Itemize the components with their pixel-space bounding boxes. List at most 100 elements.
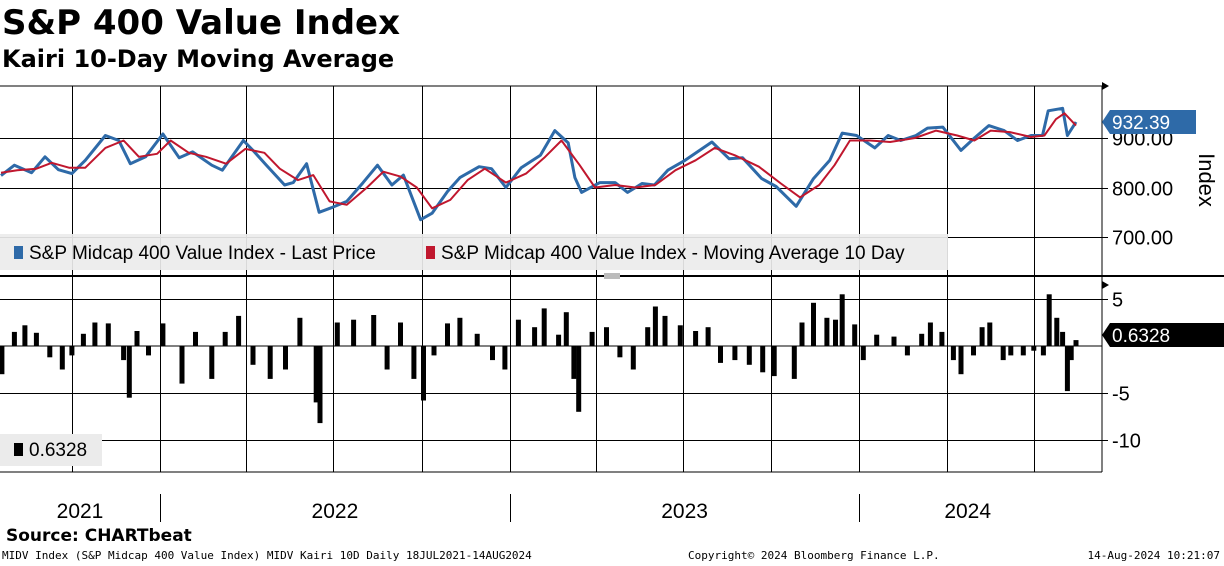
- kairi-bar: [811, 302, 816, 346]
- kairi-bar: [662, 315, 668, 346]
- kairi-bar: [860, 346, 866, 361]
- kairi-bar: [705, 327, 711, 346]
- kairi-bar: [69, 346, 75, 356]
- kairi-bar: [771, 346, 777, 377]
- chart-subtitle: Kairi 10-Day Moving Average: [2, 45, 395, 73]
- x-axis-year-label: 2023: [661, 500, 708, 523]
- kairi-last-value-label: 0.6328: [1102, 323, 1224, 348]
- kairi-bar: [92, 322, 98, 346]
- panel-divider-handle[interactable]: [604, 273, 620, 279]
- vertical-gridlines: [72, 86, 1035, 472]
- footer-copyright: Copyright© 2024 Bloomberg Finance L.P.: [688, 549, 940, 562]
- kairi-bar: [532, 327, 538, 346]
- kairi-bar: [571, 346, 577, 379]
- price-legend: S&P Midcap 400 Value Index - Last Price …: [0, 234, 948, 270]
- x-axis-year-labels: 2021 2022 2023 2024: [57, 494, 991, 523]
- kairi-bar: [490, 346, 495, 361]
- kairi-bar: [445, 323, 450, 346]
- kairi-bar: [677, 325, 683, 346]
- kairi-bar: [59, 346, 65, 370]
- x-axis-year-label: 2022: [312, 500, 359, 523]
- kairi-bar: [1008, 346, 1014, 356]
- kairi-bar: [971, 346, 976, 356]
- chart-title: S&P 400 Value Index: [2, 3, 401, 43]
- kairi-bar: [839, 294, 845, 346]
- kairi-bar: [1064, 346, 1070, 392]
- kairi-bar: [179, 346, 185, 384]
- kairi-axis-ticks: 5 -5 -10: [1102, 290, 1141, 453]
- kairi-bar: [824, 317, 830, 346]
- kairi-bar: [563, 312, 569, 346]
- kairi-bar: [126, 346, 132, 398]
- kairi-bar: [799, 322, 805, 346]
- kairi-bar: [732, 346, 738, 361]
- legend-swatch-kairi: [14, 443, 23, 456]
- kairi-tick-label: -10: [1112, 431, 1141, 453]
- price-axis-ticks: 700.00 800.00 900.00: [1102, 129, 1173, 250]
- kairi-bar: [222, 331, 228, 346]
- price-series-line: [0, 106, 1078, 222]
- price-axis-label: Index: [1194, 153, 1219, 207]
- kairi-bar: [979, 327, 985, 346]
- kairi-bar: [502, 346, 508, 370]
- kairi-bar: [47, 346, 53, 358]
- kairi-bar: [791, 346, 797, 379]
- kairi-bar: [1020, 346, 1026, 356]
- kairi-bar: [334, 322, 340, 346]
- kairi-bar: [939, 331, 945, 346]
- kairi-bar: [1054, 317, 1060, 346]
- x-axis-year-label: 2021: [57, 500, 104, 523]
- kairi-bar: [105, 323, 111, 346]
- kairi-bar: [134, 331, 140, 346]
- kairi-bar: [457, 317, 463, 346]
- kairi-bar: [958, 346, 964, 375]
- kairi-tick-label: 5: [1112, 290, 1123, 312]
- kairi-bar: [693, 331, 699, 346]
- kairi-bar: [760, 346, 766, 373]
- kairi-bar: [160, 323, 166, 346]
- moving-average-line: [0, 112, 1077, 210]
- kairi-bar: [576, 346, 582, 412]
- kairi-bar: [746, 346, 752, 365]
- kairi-bar: [313, 346, 319, 403]
- kairi-bar: [250, 346, 256, 365]
- kairi-bar: [904, 346, 910, 356]
- legend-swatch-ma: [426, 246, 435, 259]
- svg-text:0.6328: 0.6328: [1112, 326, 1170, 347]
- kairi-bar: [371, 315, 377, 346]
- kairi-bar: [556, 334, 562, 346]
- legend-label-price: S&P Midcap 400 Value Index - Last Price: [29, 243, 376, 264]
- kairi-bar: [121, 346, 127, 361]
- price-last-value-label: 932.39: [1102, 109, 1196, 134]
- kairi-bar: [833, 319, 838, 346]
- kairi-bar: [617, 346, 623, 358]
- kairi-bar: [22, 325, 28, 346]
- price-series-group: [0, 106, 1078, 222]
- legend-label-ma: S&P Midcap 400 Value Index - Moving Aver…: [441, 243, 905, 264]
- kairi-bar: [1031, 346, 1037, 351]
- price-tick-label: 700.00: [1112, 228, 1173, 250]
- kairi-bar: [431, 346, 437, 356]
- legend-value-kairi: 0.6328: [29, 440, 87, 461]
- kairi-bar: [927, 322, 933, 346]
- kairi-bar: [919, 333, 925, 346]
- kairi-bar: [411, 346, 417, 379]
- footer-timestamp: 14-Aug-2024 10:21:07: [1087, 549, 1220, 562]
- kairi-bar: [652, 306, 658, 346]
- kairi-bar: [515, 319, 521, 346]
- kairi-bar: [146, 346, 151, 356]
- kairi-bar: [33, 332, 39, 346]
- price-axis-top-arrow: [1102, 82, 1109, 90]
- kairi-bar: [630, 346, 636, 370]
- price-tick-label: 900.00: [1112, 129, 1173, 151]
- kairi-bar: [541, 308, 547, 346]
- price-horizontal-gridlines: [0, 138, 1102, 238]
- price-tick-label: 800.00: [1112, 179, 1173, 201]
- kairi-bar: [987, 322, 993, 346]
- kairi-bar: [297, 317, 303, 346]
- footer-security-description: MIDV Index (S&P Midcap 400 Value Index) …: [2, 549, 532, 562]
- kairi-bar: [474, 333, 480, 346]
- kairi-bar: [950, 346, 956, 361]
- kairi-bar: [398, 322, 403, 346]
